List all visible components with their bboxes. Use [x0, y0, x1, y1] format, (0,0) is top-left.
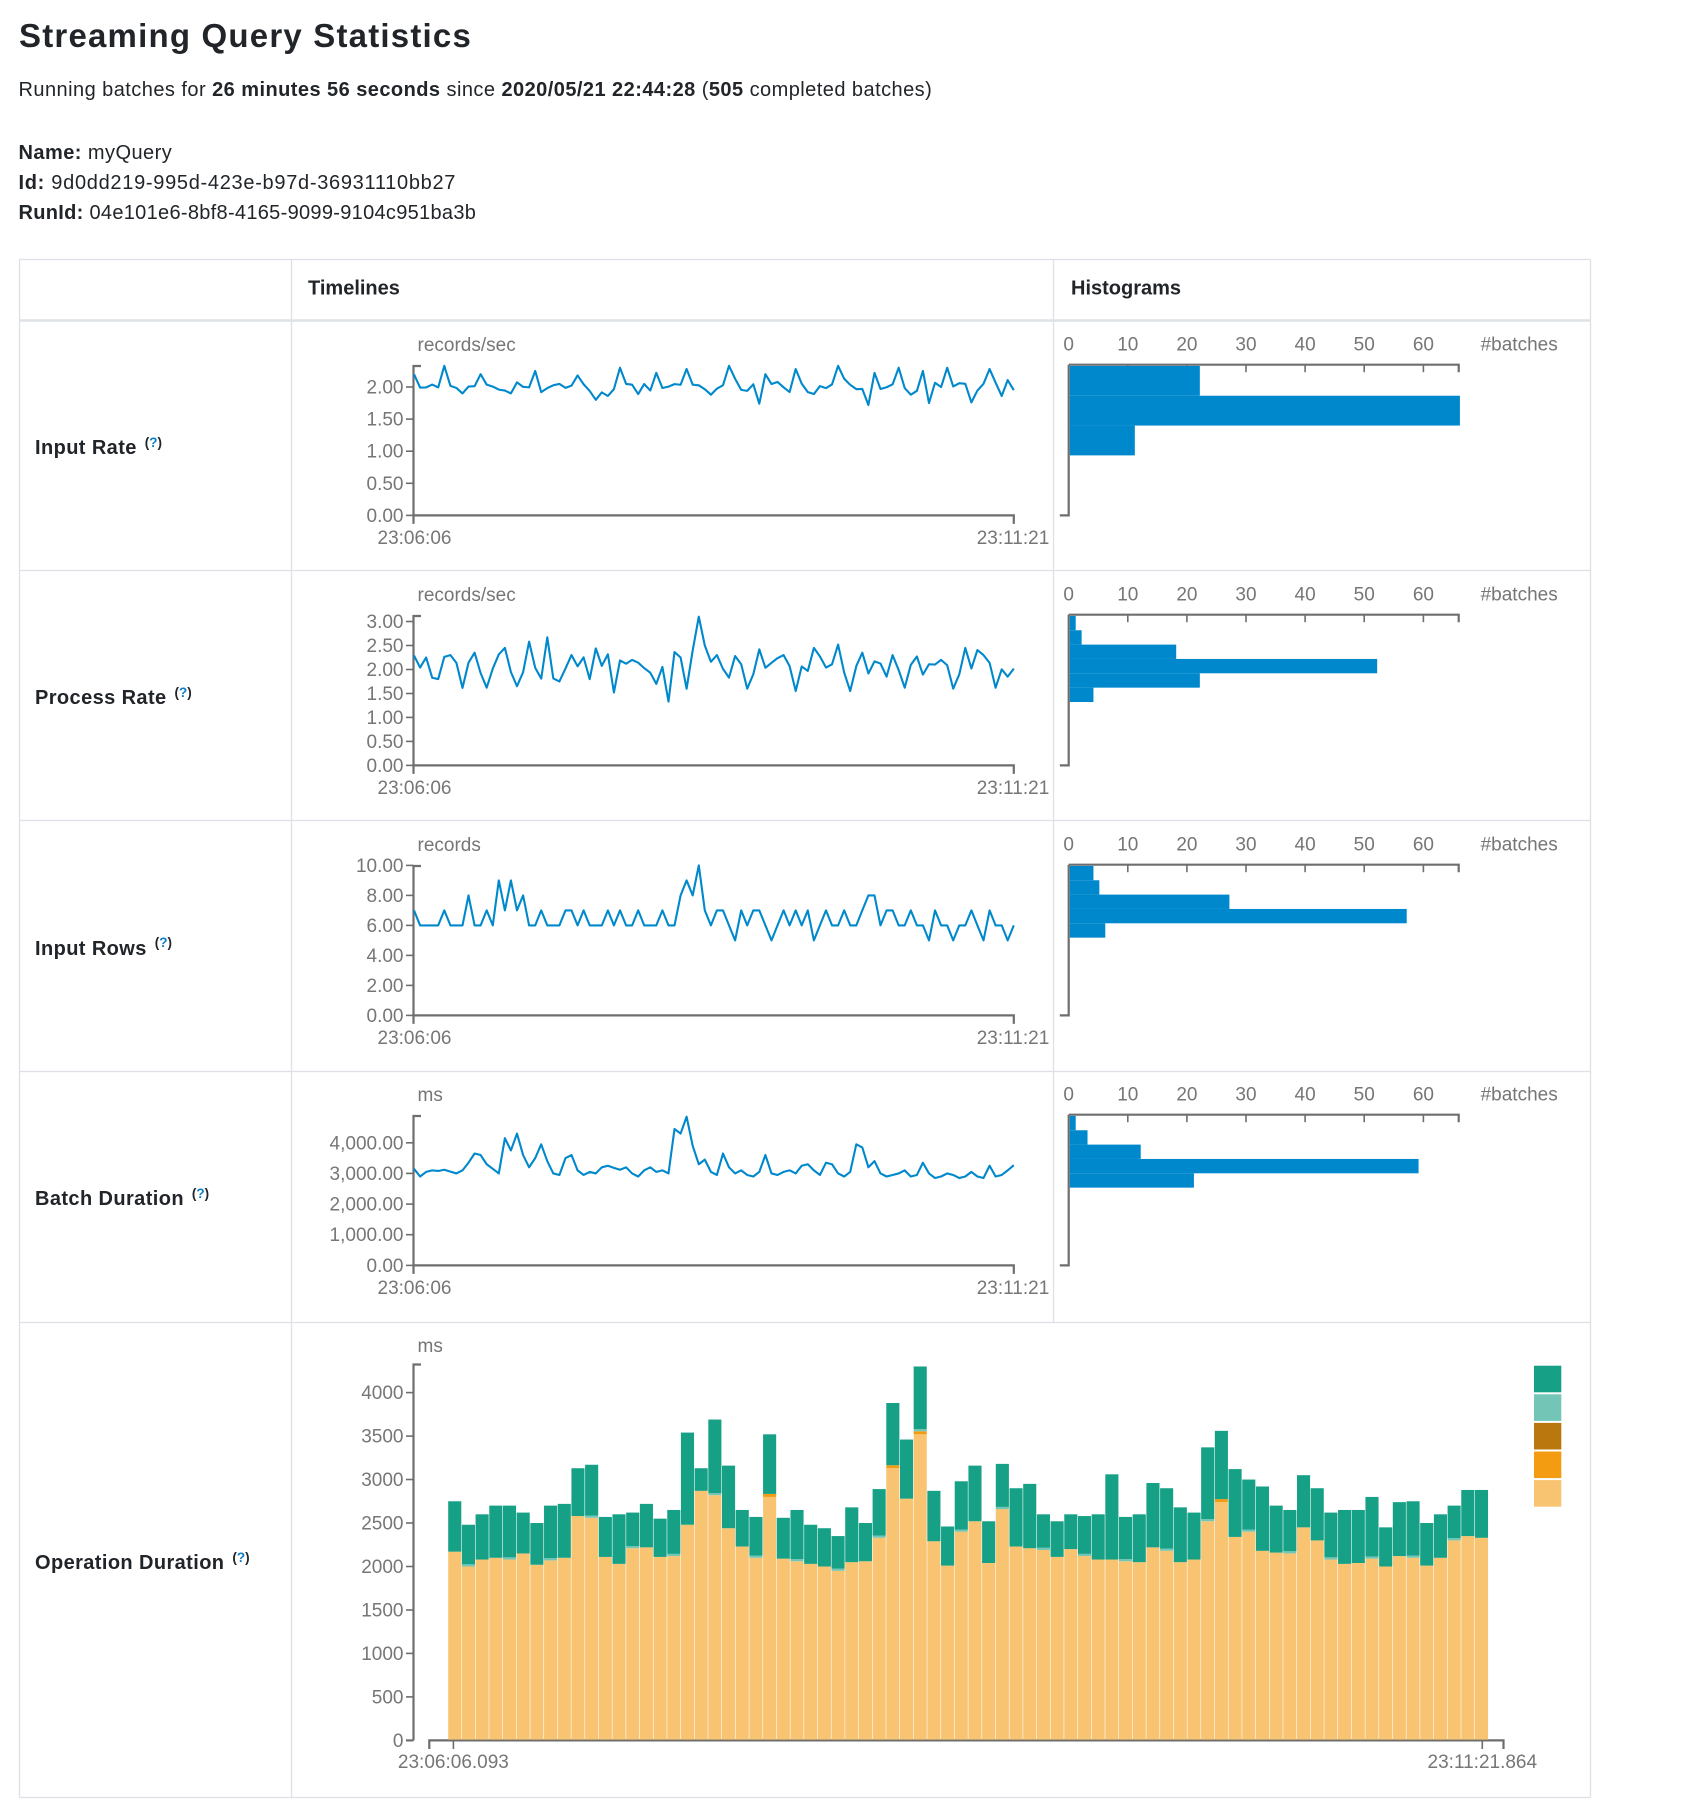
- svg-text:0: 0: [393, 1731, 404, 1752]
- svg-text:4,000.00: 4,000.00: [330, 1133, 404, 1154]
- svg-text:40: 40: [1295, 335, 1316, 356]
- svg-text:23:06:06: 23:06:06: [378, 1278, 452, 1299]
- svg-text:2500: 2500: [361, 1514, 403, 1535]
- svg-text:23:11:21: 23:11:21: [977, 1028, 1050, 1049]
- svg-text:3,000.00: 3,000.00: [330, 1164, 404, 1185]
- svg-text:23:11:21: 23:11:21: [977, 778, 1050, 799]
- svg-text:20: 20: [1176, 585, 1197, 606]
- svg-text:60: 60: [1413, 1085, 1434, 1106]
- svg-text:40: 40: [1295, 835, 1316, 856]
- svg-text:30: 30: [1235, 335, 1256, 356]
- svg-text:#batches: #batches: [1481, 835, 1558, 856]
- svg-text:#batches: #batches: [1481, 335, 1558, 356]
- svg-text:40: 40: [1295, 585, 1316, 606]
- svg-text:2000: 2000: [361, 1557, 403, 1578]
- svg-text:2.00: 2.00: [367, 976, 404, 997]
- svg-text:0.50: 0.50: [367, 474, 404, 495]
- svg-text:0: 0: [1063, 585, 1074, 606]
- svg-text:10: 10: [1117, 585, 1138, 606]
- svg-text:60: 60: [1413, 835, 1434, 856]
- svg-text:60: 60: [1413, 585, 1434, 606]
- svg-text:30: 30: [1235, 1085, 1256, 1106]
- svg-text:0.00: 0.00: [367, 756, 404, 777]
- svg-text:23:11:21.864: 23:11:21.864: [1428, 1752, 1538, 1773]
- svg-text:23:11:21: 23:11:21: [977, 528, 1050, 549]
- svg-text:1.00: 1.00: [367, 708, 404, 729]
- svg-text:6.00: 6.00: [367, 916, 404, 937]
- svg-text:60: 60: [1413, 335, 1434, 356]
- svg-text:0: 0: [1063, 335, 1074, 356]
- svg-text:3500: 3500: [361, 1427, 403, 1448]
- svg-text:0.00: 0.00: [367, 1006, 404, 1027]
- svg-text:1,000.00: 1,000.00: [330, 1225, 404, 1246]
- svg-text:records/sec: records/sec: [418, 335, 516, 356]
- svg-text:0.00: 0.00: [367, 506, 404, 527]
- svg-text:50: 50: [1354, 335, 1375, 356]
- svg-text:2.00: 2.00: [367, 378, 404, 399]
- svg-text:50: 50: [1354, 1085, 1375, 1106]
- svg-text:1.50: 1.50: [367, 410, 404, 431]
- svg-text:1500: 1500: [361, 1601, 403, 1622]
- svg-text:0.50: 0.50: [367, 732, 404, 753]
- svg-text:Histograms: Histograms: [1071, 278, 1181, 300]
- svg-text:20: 20: [1176, 835, 1197, 856]
- svg-text:30: 30: [1235, 835, 1256, 856]
- svg-text:1.00: 1.00: [367, 442, 404, 463]
- svg-text:0: 0: [1063, 835, 1074, 856]
- svg-text:3000: 3000: [361, 1470, 403, 1491]
- svg-text:20: 20: [1176, 1085, 1197, 1106]
- svg-text:10: 10: [1117, 835, 1138, 856]
- svg-text:records: records: [418, 835, 481, 856]
- svg-text:20: 20: [1176, 335, 1197, 356]
- svg-text:Timelines: Timelines: [308, 278, 400, 300]
- svg-text:40: 40: [1295, 1085, 1316, 1106]
- svg-text:10.00: 10.00: [356, 856, 404, 877]
- svg-text:#batches: #batches: [1481, 1085, 1558, 1106]
- svg-text:0: 0: [1063, 1085, 1074, 1106]
- svg-text:0.00: 0.00: [367, 1256, 404, 1277]
- svg-text:23:06:06: 23:06:06: [378, 528, 452, 549]
- svg-text:500: 500: [372, 1687, 404, 1708]
- svg-text:3.00: 3.00: [367, 612, 404, 633]
- svg-text:50: 50: [1354, 835, 1375, 856]
- svg-text:23:11:21: 23:11:21: [977, 1278, 1050, 1299]
- svg-text:2.00: 2.00: [367, 660, 404, 681]
- svg-text:1000: 1000: [361, 1644, 403, 1665]
- svg-text:23:06:06: 23:06:06: [378, 1028, 452, 1049]
- svg-text:ms: ms: [418, 1336, 443, 1357]
- svg-text:1.50: 1.50: [367, 684, 404, 705]
- svg-text:23:06:06: 23:06:06: [378, 778, 452, 799]
- svg-text:10: 10: [1117, 1085, 1138, 1106]
- svg-text:2,000.00: 2,000.00: [330, 1195, 404, 1216]
- svg-text:50: 50: [1354, 585, 1375, 606]
- svg-text:8.00: 8.00: [367, 886, 404, 907]
- svg-text:#batches: #batches: [1481, 585, 1558, 606]
- svg-text:23:06:06.093: 23:06:06.093: [398, 1752, 509, 1773]
- svg-text:30: 30: [1235, 585, 1256, 606]
- svg-text:ms: ms: [418, 1085, 443, 1106]
- svg-text:4.00: 4.00: [367, 946, 404, 967]
- svg-text:2.50: 2.50: [367, 636, 404, 657]
- svg-text:10: 10: [1117, 335, 1138, 356]
- svg-text:records/sec: records/sec: [418, 585, 516, 606]
- svg-text:4000: 4000: [361, 1383, 403, 1404]
